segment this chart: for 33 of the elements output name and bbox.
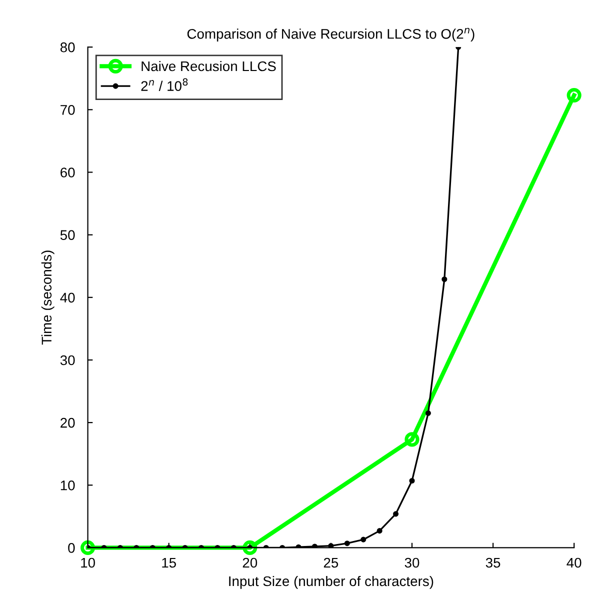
x-tick-label: 25: [324, 558, 338, 568]
y-tick-label: 60: [60, 168, 75, 178]
point: [328, 543, 334, 548]
point: [344, 540, 350, 546]
legend-label: 2$^{n}$ / 10$^{8}$: [141, 78, 188, 91]
x-tick-label: 35: [486, 558, 500, 568]
y-tick-label: 40: [60, 292, 75, 303]
point: [425, 410, 431, 416]
point: [376, 528, 382, 534]
point: [442, 276, 448, 282]
y-tick-label: 50: [60, 230, 75, 240]
point: [360, 536, 366, 542]
y-tick-label: 0: [68, 543, 75, 553]
y-tick-label: 10: [60, 480, 75, 490]
x-tick-label: 15: [162, 558, 176, 568]
chart-title: Comparison of Naive Recursion LLCS to O(2$^{n}$): [187, 28, 474, 42]
y-tick-label: 20: [60, 418, 75, 428]
point: [80, 540, 96, 556]
y-tick-label: 80: [60, 42, 75, 52]
y-axis-title: Time (seconds): [41, 250, 54, 345]
x-axis-title: Input Size (number of characters): [229, 576, 434, 589]
point: [393, 511, 399, 517]
y-tick-label: 30: [60, 355, 75, 366]
x-tick-label: 30: [404, 558, 420, 568]
legend-label: Naive Recusion LLCS: [142, 60, 276, 72]
point: [566, 88, 582, 103]
y-tick-label: 70: [60, 105, 75, 115]
x-tick-label: 20: [242, 558, 258, 568]
point: [242, 540, 258, 556]
point: [409, 478, 415, 484]
x-tick-label: 10: [81, 558, 95, 568]
point: [404, 432, 420, 447]
x-tick-label: 40: [566, 558, 582, 568]
